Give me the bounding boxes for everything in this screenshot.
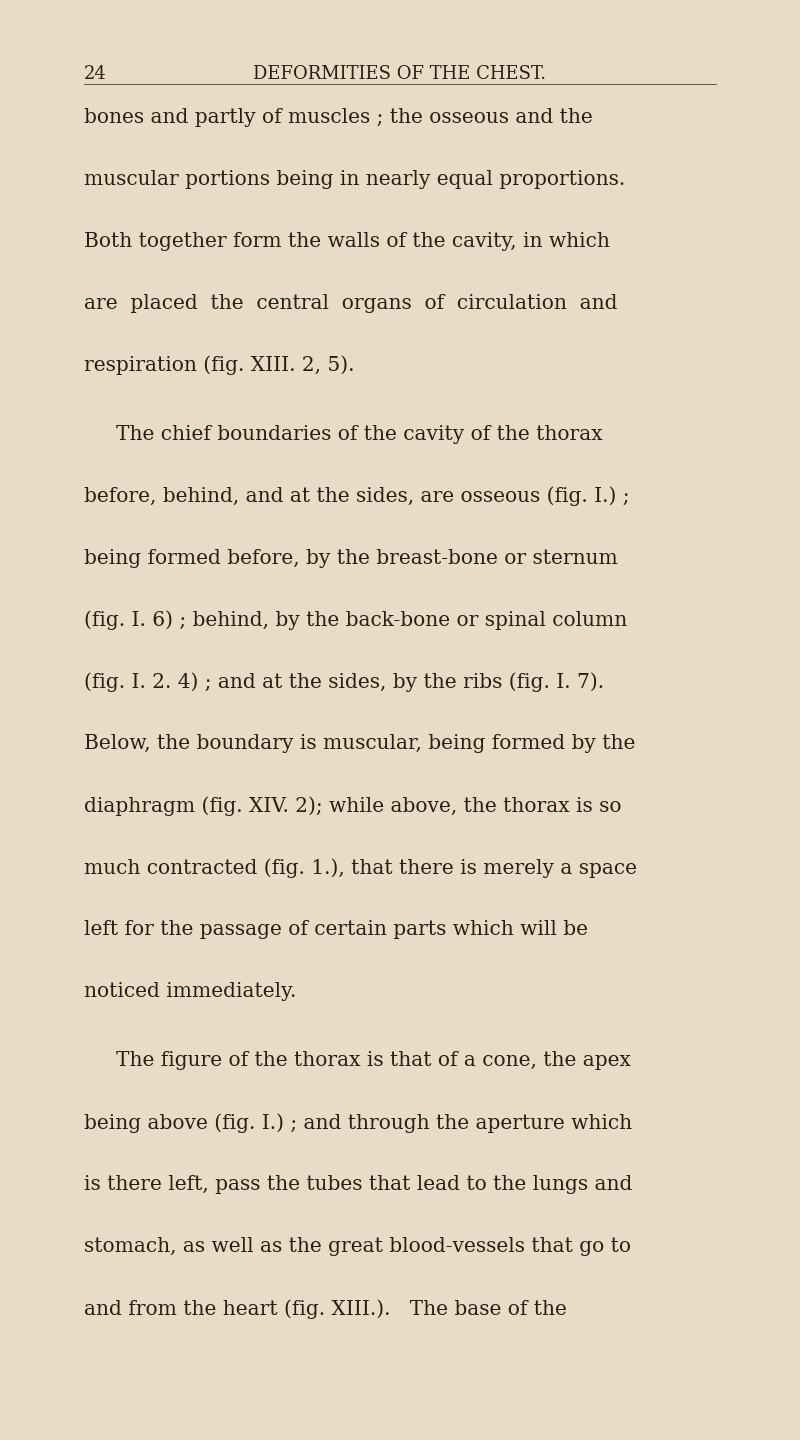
- Text: stomach, as well as the great blood-vessels that go to: stomach, as well as the great blood-vess…: [84, 1237, 631, 1256]
- Text: bones and partly of muscles ; the osseous and the: bones and partly of muscles ; the osseou…: [84, 108, 593, 127]
- Text: much contracted (fig. 1.), that there is merely a space: much contracted (fig. 1.), that there is…: [84, 858, 637, 878]
- Text: being above (fig. I.) ; and through the aperture which: being above (fig. I.) ; and through the …: [84, 1113, 632, 1133]
- Text: diaphragm (fig. XIV. 2); while above, the thorax is so: diaphragm (fig. XIV. 2); while above, th…: [84, 796, 622, 816]
- Text: The figure of the thorax is that of a cone, the apex: The figure of the thorax is that of a co…: [116, 1051, 631, 1070]
- Text: (fig. I. 2. 4) ; and at the sides, by the ribs (fig. I. 7).: (fig. I. 2. 4) ; and at the sides, by th…: [84, 672, 604, 693]
- Text: being formed before, by the breast-bone or sternum: being formed before, by the breast-bone …: [84, 549, 618, 567]
- Text: is there left, pass the tubes that lead to the lungs and: is there left, pass the tubes that lead …: [84, 1175, 632, 1194]
- Text: muscular portions being in nearly equal proportions.: muscular portions being in nearly equal …: [84, 170, 626, 189]
- Text: DEFORMITIES OF THE CHEST.: DEFORMITIES OF THE CHEST.: [254, 65, 546, 84]
- Text: Both together form the walls of the cavity, in which: Both together form the walls of the cavi…: [84, 232, 610, 251]
- Text: respiration (fig. XIII. 2, 5).: respiration (fig. XIII. 2, 5).: [84, 356, 354, 376]
- Text: and from the heart (fig. XIII.).   The base of the: and from the heart (fig. XIII.). The bas…: [84, 1299, 567, 1319]
- Text: noticed immediately.: noticed immediately.: [84, 982, 296, 1001]
- Text: Below, the boundary is muscular, being formed by the: Below, the boundary is muscular, being f…: [84, 734, 635, 753]
- Text: before, behind, and at the sides, are osseous (fig. I.) ;: before, behind, and at the sides, are os…: [84, 487, 630, 507]
- Text: left for the passage of certain parts which will be: left for the passage of certain parts wh…: [84, 920, 588, 939]
- Text: are  placed  the  central  organs  of  circulation  and: are placed the central organs of circula…: [84, 294, 618, 312]
- Text: (fig. I. 6) ; behind, by the back-bone or spinal column: (fig. I. 6) ; behind, by the back-bone o…: [84, 611, 627, 631]
- Text: 24: 24: [84, 65, 106, 84]
- Text: The chief boundaries of the cavity of the thorax: The chief boundaries of the cavity of th…: [116, 425, 602, 444]
